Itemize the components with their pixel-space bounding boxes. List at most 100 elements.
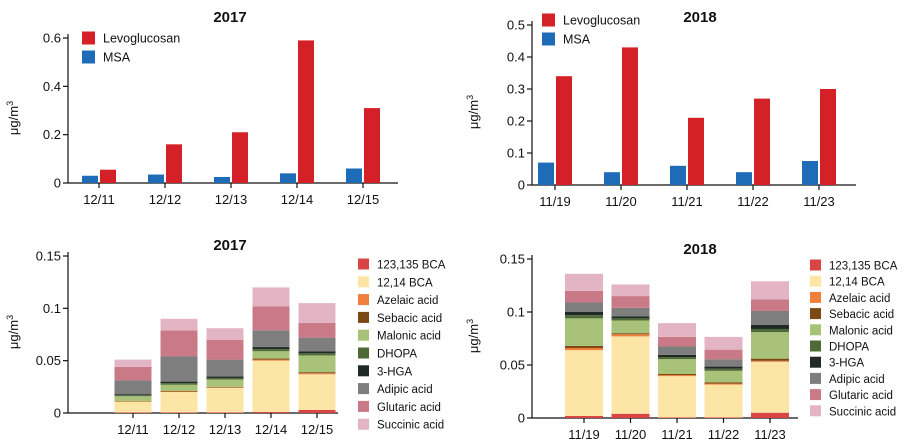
legend-label: Adipic acid — [377, 384, 433, 396]
bar-segment — [298, 303, 336, 323]
y-tick-label: 0.2 — [507, 114, 525, 129]
legend-label: Glutaric acid — [377, 402, 441, 414]
bar-segment — [206, 377, 244, 380]
bar-segment — [565, 302, 603, 312]
bar-segment — [704, 370, 743, 383]
legend-swatch — [810, 405, 821, 417]
legend-label: DHOPA — [829, 342, 869, 354]
bar-segment — [565, 315, 603, 319]
bar-segment — [206, 328, 244, 340]
x-tick-label: 11/20 — [605, 194, 637, 209]
bar-segment — [252, 347, 290, 350]
x-tick-label: 12/15 — [301, 422, 334, 437]
y-tick-label: 0 — [518, 411, 525, 426]
bar-segment — [206, 376, 244, 378]
y-axis-label: μg/m3 — [5, 315, 21, 349]
x-tick-label: 12/12 — [163, 422, 196, 437]
bar-segment — [751, 299, 789, 311]
y-axis-label-sup: 3 — [5, 315, 15, 320]
bar-segment — [565, 318, 603, 346]
bar-segment — [658, 375, 696, 377]
panel-acids-2018: 2018 μg/m3 0 0.05 0.1 0.15 11/19 11/20 11/21 11… — [465, 241, 898, 442]
legend-label: Glutaric acid — [829, 390, 893, 402]
bar-segment — [704, 382, 743, 384]
bar-segment — [114, 412, 152, 413]
legend-swatch — [82, 31, 95, 45]
bar-segment — [658, 374, 696, 376]
bar-levoglucosan — [232, 132, 248, 183]
panel-title: 2018 — [683, 241, 716, 258]
legend-label: Malonic acid — [829, 325, 893, 337]
x-tick-label: 12/11 — [117, 422, 149, 437]
y-tick-label: 0.4 — [43, 79, 61, 94]
bar-segment — [751, 360, 789, 362]
bar-msa — [802, 161, 818, 185]
y-tick-label: 0.15 — [500, 252, 525, 267]
bar-segment — [206, 387, 244, 413]
panel-levo-2018: 2018 μg/m3 0 0.1 0.2 0.3 0.4 0.5 11/19 11/20 11/… — [465, 9, 856, 209]
legend-swatch — [810, 372, 821, 384]
bar-segment — [160, 412, 198, 413]
bar-segment — [704, 368, 743, 371]
y-axis-label: μg/m3 — [465, 319, 481, 353]
x-tick-label: 12/15 — [347, 192, 380, 207]
bar-segment — [160, 381, 198, 384]
bar-levoglucosan — [166, 144, 182, 183]
bar-segment — [298, 374, 336, 410]
legend-swatch — [810, 340, 821, 352]
x-tick-label: 12/11 — [83, 192, 115, 207]
bar-segment — [206, 339, 244, 360]
legend-swatch — [358, 258, 369, 270]
bar-segment — [611, 336, 650, 414]
y-tick-label: 0 — [54, 406, 61, 421]
bar-segment — [160, 384, 198, 392]
legend-swatch — [542, 13, 555, 27]
legend-swatch — [810, 291, 821, 303]
legend-label: 12,14 BCA — [829, 277, 885, 289]
bar-segment — [206, 412, 244, 413]
bar-levoglucosan — [556, 76, 572, 185]
x-tick-label: 11/20 — [615, 427, 647, 442]
bar-segment — [298, 337, 336, 352]
bar-segment — [751, 281, 789, 300]
bar-segment — [704, 336, 743, 350]
bar-segment — [252, 411, 290, 413]
y-axis-label: μg/m3 — [465, 95, 481, 129]
bar-segment — [704, 417, 743, 418]
bar-levoglucosan — [754, 98, 770, 185]
bar-segment — [206, 386, 244, 388]
bar-segment — [298, 353, 336, 356]
y-axis-label-unit: μg/m — [466, 100, 481, 129]
bar-segment — [751, 358, 789, 361]
y-axis-label-sup: 3 — [465, 95, 475, 100]
legend-swatch — [810, 259, 821, 271]
bar-levoglucosan — [100, 169, 116, 183]
y-tick-label: 0.2 — [43, 127, 61, 142]
x-tick-label: 12/12 — [149, 192, 182, 207]
bar-msa — [736, 172, 752, 185]
legend-swatch — [542, 32, 555, 46]
bar-segment — [658, 357, 696, 360]
bar-segment — [114, 380, 152, 395]
legend-swatch — [358, 347, 369, 359]
y-axis-label-unit: μg/m — [6, 106, 21, 135]
bar-segment — [751, 328, 789, 333]
bar-segment — [114, 394, 152, 396]
bar-levoglucosan — [622, 47, 638, 186]
bar-segment — [298, 351, 336, 354]
bar-segment — [751, 324, 789, 329]
legend-swatch — [358, 383, 369, 395]
x-tick-label: 12/13 — [215, 192, 248, 207]
legend-swatch — [810, 275, 821, 287]
legend-label: 12,14 BCA — [377, 277, 433, 289]
bar-segment — [206, 379, 244, 387]
legend-label: DHOPA — [377, 349, 417, 361]
x-tick-label: 11/21 — [671, 194, 703, 209]
legend-swatch — [810, 356, 821, 368]
bar-msa — [604, 172, 620, 185]
legend-label: Sebacic acid — [377, 313, 442, 325]
y-tick-label: 0.1 — [507, 146, 525, 161]
bar-levoglucosan — [688, 117, 704, 185]
bar-segment — [658, 354, 696, 358]
